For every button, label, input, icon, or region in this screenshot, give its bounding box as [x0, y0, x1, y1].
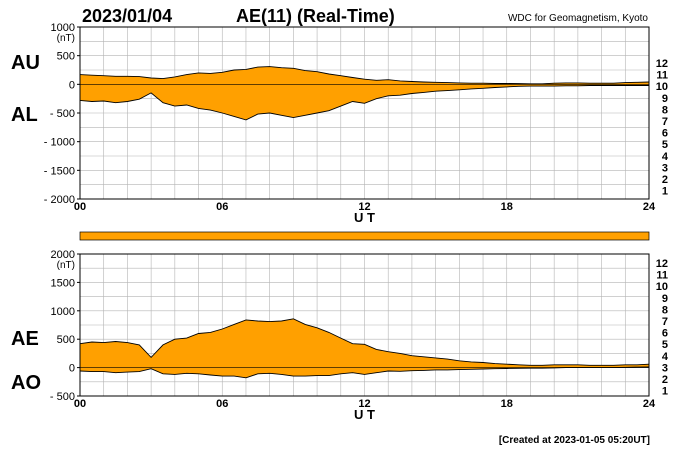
station-legend-item: 1 — [662, 386, 668, 398]
y-tick-label: 2000 — [51, 249, 75, 261]
y-tick-label: 0 — [69, 79, 75, 91]
y-tick-label: - 500 — [50, 108, 75, 120]
date-label: 2023/01/04 — [82, 6, 172, 26]
x-tick-label: 06 — [216, 398, 228, 410]
x-tick-label: 06 — [216, 201, 228, 213]
y-tick-label: - 500 — [50, 391, 75, 403]
y-tick-label: 1000 — [51, 22, 75, 34]
x-tick-label: 18 — [501, 201, 513, 213]
station-legend-item: 4 — [662, 351, 669, 363]
x-tick-label: 18 — [501, 398, 513, 410]
envelope-fill — [80, 318, 649, 378]
panel-au-al: 1000 500 0 - 500 - 1000 - 1500 - 2000 (nT) 00 06 1… — [11, 22, 669, 225]
station-legend-item: 10 — [656, 281, 668, 293]
station-legend-item: 11 — [656, 70, 668, 82]
x-tick-label: 12 — [358, 201, 370, 213]
created-label: [Created at 2023-01-05 05:20UT] — [499, 435, 650, 446]
series-label-ao: AO — [11, 372, 41, 394]
station-legend-item: 7 — [662, 116, 668, 128]
x-tick-label: 00 — [74, 201, 86, 213]
station-legend-item: 6 — [662, 128, 668, 140]
station-legend-item: 7 — [662, 316, 668, 328]
chart-title: AE(11) (Real-Time) — [236, 6, 395, 26]
x-tick-label: 24 — [643, 398, 656, 410]
station-legend-item: 9 — [662, 293, 668, 305]
station-legend-item: 5 — [662, 339, 668, 351]
station-legend-item: 9 — [662, 93, 668, 105]
series-label-al: AL — [11, 104, 38, 126]
station-legend-item: 5 — [662, 139, 668, 151]
station-legend-item: 10 — [656, 81, 668, 93]
station-legend-item: 8 — [662, 304, 668, 316]
y-tick-label: - 1500 — [44, 165, 75, 177]
y-tick-label: 500 — [57, 51, 75, 63]
station-legend-item: 12 — [656, 58, 668, 70]
y-tick-label: 1500 — [51, 277, 75, 289]
station-legend-item: 8 — [662, 104, 668, 116]
series-line-ae — [79, 318, 650, 366]
x-tick-label: 12 — [358, 398, 370, 410]
station-legend-item: 2 — [662, 374, 668, 386]
y-tick-label: - 2000 — [44, 194, 75, 206]
x-axis-label: U T — [354, 407, 375, 422]
source-label: WDC for Geomagnetism, Kyoto — [508, 13, 648, 24]
envelope-fill — [80, 66, 649, 120]
station-legend-item: 1 — [662, 186, 668, 198]
series-line-au — [79, 66, 650, 85]
y-unit-label: (nT) — [57, 33, 75, 44]
station-legend-item: 6 — [662, 328, 668, 340]
series-line-al — [79, 85, 649, 121]
plot-frame — [79, 253, 650, 397]
station-legend-item: 12 — [656, 258, 668, 270]
y-unit-label: (nT) — [57, 260, 75, 271]
station-legend-item: 3 — [662, 162, 668, 174]
station-legend-item: 11 — [656, 270, 668, 282]
x-tick-label: 24 — [643, 201, 656, 213]
y-tick-label: 0 — [69, 363, 75, 375]
y-tick-label: 1000 — [51, 306, 75, 318]
x-axis-label: U T — [354, 210, 375, 225]
station-legend-item: 3 — [662, 362, 668, 374]
y-tick-label: 500 — [57, 334, 75, 346]
series-label-au: AU — [11, 52, 40, 74]
station-legend-item: 4 — [662, 151, 669, 163]
y-tick-label: - 1000 — [44, 137, 75, 149]
x-tick-label: 00 — [74, 398, 86, 410]
separator-bar — [79, 231, 650, 241]
series-label-ae: AE — [11, 328, 39, 350]
station-legend-item: 2 — [662, 174, 668, 186]
